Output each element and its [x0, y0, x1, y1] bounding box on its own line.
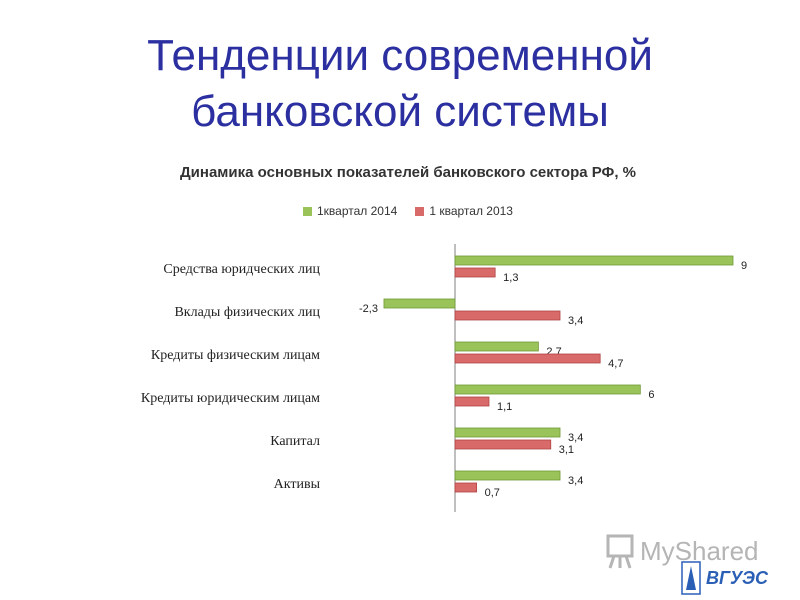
category-label: Кредиты юридическим лицам: [141, 391, 320, 406]
data-label: 6: [648, 389, 654, 401]
data-label: 3,1: [559, 444, 574, 456]
slide-title: Тенденции современной банковской системы: [0, 28, 800, 140]
bar-2013: [454, 396, 490, 407]
bar-2014: [454, 427, 561, 438]
chart-legend: 1квартал 2014 1 квартал 2013: [303, 204, 513, 218]
bar-2013: [454, 353, 601, 364]
watermark: MyShared: [606, 534, 759, 569]
data-label: 3,4: [568, 315, 583, 327]
data-label: 9: [741, 260, 747, 272]
data-label: 3,4: [568, 475, 583, 487]
chart-title: Динамика основных показателей банковског…: [180, 164, 637, 181]
legend-item-2014: 1квартал 2014: [303, 204, 397, 218]
data-label: 0,7: [485, 487, 500, 499]
bar-2014: [383, 298, 456, 309]
bar-2014: [454, 384, 641, 395]
university-emblem-icon: [681, 561, 701, 595]
data-label: -2,3: [359, 303, 378, 315]
bar-2013: [454, 482, 478, 493]
bar-2013: [454, 439, 552, 450]
legend-swatch-2013: [415, 206, 425, 216]
legend-swatch-2014: [303, 206, 312, 216]
presentation-board-icon: [606, 534, 634, 569]
legend-label-2014: 1квартал 2014: [317, 204, 398, 218]
legend-item-2013: 1 квартал 2013: [415, 204, 513, 218]
bar-2013: [454, 310, 561, 321]
category-label: Средства юридческих лиц: [163, 262, 320, 277]
category-label: Кредиты физическим лицам: [151, 348, 320, 363]
bar-2013: [454, 267, 496, 278]
legend-label-2013: 1 квартал 2013: [429, 204, 513, 218]
data-label: 1,1: [497, 401, 512, 413]
logo: ВГУЭС: [681, 561, 769, 595]
category-label: Вклады физических лиц: [174, 305, 320, 320]
category-label: Капитал: [270, 434, 320, 449]
data-label: 3,4: [568, 432, 583, 444]
category-label: Активы: [274, 477, 321, 492]
bar-2014: [454, 341, 539, 352]
data-label: 1,3: [503, 272, 518, 284]
bar-2014: [454, 255, 734, 266]
logo-text: ВГУЭС: [706, 568, 769, 588]
bar-2014: [454, 470, 561, 481]
watermark-text: MyShared: [640, 536, 759, 566]
data-label: 4,7: [608, 358, 623, 370]
slide-title-line-1: Тенденции современной: [147, 31, 653, 80]
slide-title-line-2: банковской системы: [191, 87, 609, 136]
